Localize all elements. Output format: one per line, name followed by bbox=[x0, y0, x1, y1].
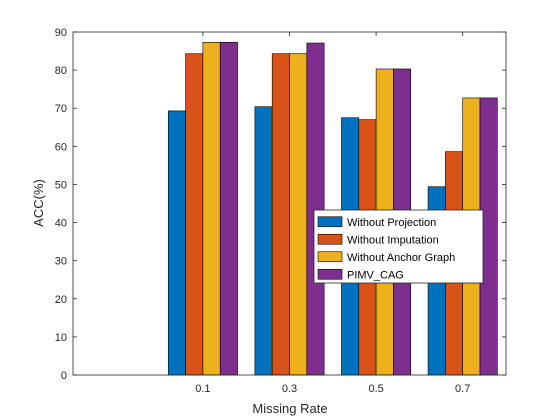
x-axis-label: Missing Rate bbox=[252, 401, 327, 416]
y-tick-label: 10 bbox=[55, 332, 67, 344]
y-tick-label: 50 bbox=[55, 179, 67, 191]
y-tick-label: 20 bbox=[55, 294, 67, 306]
y-tick-label: 70 bbox=[55, 103, 67, 115]
legend-swatch bbox=[317, 233, 343, 245]
x-tick-label: 0.7 bbox=[455, 383, 470, 395]
bar-without-anchor-graph-0-1 bbox=[202, 41, 221, 376]
y-tick-label: 80 bbox=[55, 65, 67, 77]
legend-label: Without Imputation bbox=[347, 234, 439, 246]
legend-label: Without Anchor Graph bbox=[347, 252, 455, 264]
legend-label: Without Projection bbox=[347, 217, 436, 229]
legend: Without Projection Without Imputation With… bbox=[313, 209, 484, 284]
bar-without-projection-0-1 bbox=[167, 110, 186, 376]
bar-without-imputation-0-3 bbox=[271, 53, 290, 376]
bar-without-anchor-graph-0-3 bbox=[289, 53, 308, 376]
y-axis-label: ACC(%) bbox=[31, 179, 46, 227]
legend-swatch bbox=[317, 251, 343, 263]
y-tick-label: 90 bbox=[55, 27, 67, 39]
x-tick-label: 0.1 bbox=[195, 383, 210, 395]
y-tick-label: 60 bbox=[55, 141, 67, 153]
y-tick-label: 30 bbox=[55, 256, 67, 268]
x-axis-ticks: 0.1 0.3 0.5 0.7 bbox=[195, 32, 470, 395]
x-tick-label: 0.5 bbox=[368, 383, 383, 395]
y-tick-label: 0 bbox=[61, 370, 67, 382]
legend-label: PIMV_CAG bbox=[347, 269, 404, 281]
legend-swatch bbox=[317, 268, 343, 280]
bar-pimv-cag-0-3 bbox=[306, 42, 325, 376]
y-axis-ticks: 0 10 20 30 40 50 60 70 80 90 bbox=[55, 27, 506, 382]
y-tick-label: 40 bbox=[55, 218, 67, 230]
bar-without-projection-0-3 bbox=[254, 106, 273, 376]
plot-frame bbox=[72, 31, 507, 376]
bar-pimv-cag-0-1 bbox=[219, 41, 238, 376]
legend-swatch bbox=[317, 216, 343, 228]
bar-without-imputation-0-1 bbox=[185, 53, 204, 376]
x-tick-label: 0.3 bbox=[282, 383, 297, 395]
